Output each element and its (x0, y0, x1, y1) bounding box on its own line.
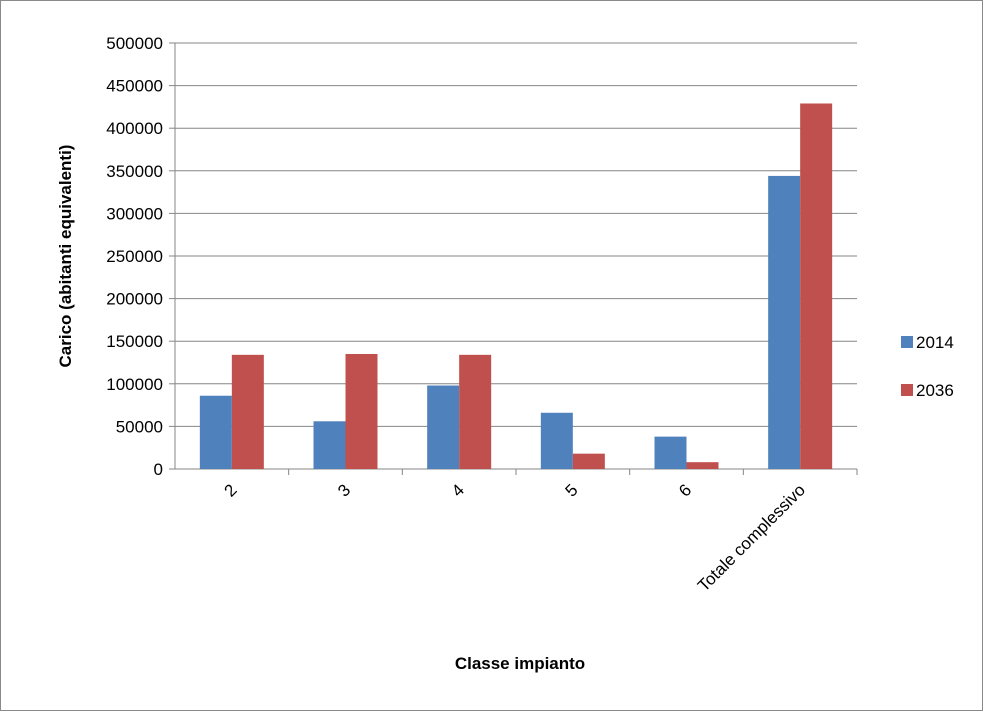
y-axis-label: Carico (abitanti equivalenti) (56, 145, 75, 368)
y-tick-label: 50000 (116, 417, 163, 436)
bar-2036-2 (231, 354, 264, 469)
x-tick-label: 3 (334, 480, 354, 500)
bar-2014-2 (199, 395, 232, 469)
legend-swatch-2036 (901, 384, 913, 396)
y-tick-label: 0 (154, 460, 163, 479)
legend: 2014 2036 (901, 333, 954, 400)
legend-label-2036: 2036 (916, 381, 954, 400)
y-tick-label: 150000 (106, 332, 163, 351)
bar-2036-6 (686, 462, 719, 469)
x-tick-label: 5 (562, 480, 582, 500)
bars (199, 103, 833, 470)
y-tick-label: 300000 (106, 204, 163, 223)
bar-2036-totale-complessivo (800, 103, 833, 469)
x-tick-label: 4 (448, 480, 468, 500)
x-tick-label: 6 (675, 480, 695, 500)
bar-2014-5 (540, 412, 573, 469)
bar-2036-3 (345, 353, 378, 469)
x-axis-label: Classe impianto (455, 654, 585, 673)
bar-2014-3 (313, 421, 346, 469)
legend-label-2014: 2014 (916, 333, 954, 352)
gridlines (169, 42, 857, 470)
y-tick-label: 250000 (106, 247, 163, 266)
axes (174, 43, 858, 475)
y-tick-label: 200000 (106, 290, 163, 309)
legend-swatch-2014 (901, 336, 913, 348)
bar-2014-4 (427, 385, 460, 469)
x-tick-label: Totale complessivo (694, 480, 809, 595)
y-tick-label: 400000 (106, 119, 163, 138)
bar-2014-totale-complessivo (768, 175, 801, 470)
y-tick-label: 500000 (106, 34, 163, 53)
y-tick-label: 450000 (106, 77, 163, 96)
bar-2036-4 (459, 354, 492, 469)
bar-2014-6 (654, 436, 687, 469)
y-tick-labels: 0 50000 100000 150000 200000 250000 300000 3500… (106, 34, 163, 479)
y-tick-label: 100000 (106, 375, 163, 394)
y-tick-label: 350000 (106, 162, 163, 181)
bar-2036-5 (572, 453, 605, 469)
x-tick-label: 2 (221, 480, 241, 500)
